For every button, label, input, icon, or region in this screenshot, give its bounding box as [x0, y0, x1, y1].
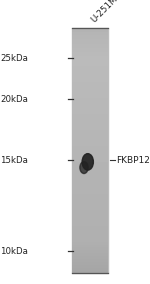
- Text: 15kDa: 15kDa: [0, 156, 28, 165]
- Text: FKBP12: FKBP12: [116, 156, 150, 165]
- Text: 10kDa: 10kDa: [0, 247, 28, 256]
- Text: 25kDa: 25kDa: [0, 54, 28, 63]
- Bar: [72, 28, 108, 273]
- Text: 20kDa: 20kDa: [0, 95, 28, 104]
- Ellipse shape: [80, 162, 88, 174]
- Text: U-251MG: U-251MG: [89, 0, 124, 24]
- Ellipse shape: [82, 154, 93, 170]
